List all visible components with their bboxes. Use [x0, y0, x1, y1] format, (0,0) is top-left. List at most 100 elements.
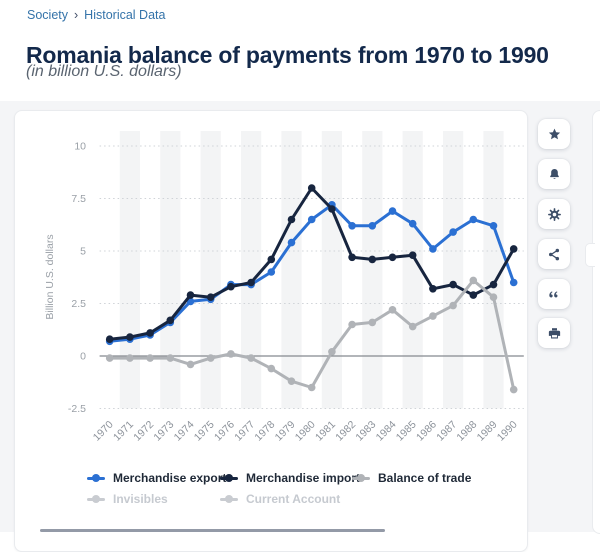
x-tick-label: 1978	[252, 419, 277, 444]
legend-marker-balance	[352, 474, 370, 482]
x-tick-label: 1972	[131, 419, 156, 444]
x-tick-label: 1975	[192, 419, 217, 444]
data-point	[509, 278, 518, 287]
data-point	[146, 329, 154, 337]
data-point	[348, 253, 356, 262]
data-point	[449, 280, 457, 289]
settings-button[interactable]	[538, 199, 570, 229]
breadcrumb: Society › Historical Data	[27, 8, 165, 22]
data-point	[388, 207, 397, 215]
data-point	[247, 278, 255, 287]
star-icon	[548, 128, 560, 139]
x-tick-label: 1979	[273, 419, 298, 444]
legend-item-balance-of-trade[interactable]: Balance of trade	[352, 471, 471, 485]
data-point	[126, 354, 134, 362]
data-point	[449, 301, 457, 310]
data-point	[206, 293, 215, 301]
data-point	[388, 253, 397, 262]
legend-item-merchandise-import[interactable]: Merchandise import	[220, 471, 360, 485]
plot-stripe	[321, 131, 342, 409]
plot-stripe	[160, 131, 181, 409]
data-point	[509, 385, 518, 394]
plot-stripe	[483, 131, 504, 409]
x-tick-label: 1981	[313, 419, 338, 444]
plot-stripe	[402, 131, 423, 409]
data-point	[429, 312, 437, 320]
y-tick-label: -2.5	[68, 403, 86, 415]
data-point	[186, 291, 195, 299]
gear-icon	[547, 207, 561, 221]
breadcrumb-separator: ›	[74, 8, 79, 22]
y-tick-label: 10	[74, 141, 86, 153]
chart-card: 10 7.5 5 2.5 0 -2.5 Billion U.S. dollars 1970 19…	[14, 110, 528, 552]
legend-label: Merchandise import	[246, 471, 361, 485]
data-point	[166, 316, 175, 325]
x-tick-label: 1983	[353, 419, 378, 444]
share-button[interactable]	[538, 239, 570, 269]
legend-label: Merchandise export	[113, 471, 227, 485]
plot-stripe	[443, 131, 464, 409]
y-tick-label: 0	[80, 351, 86, 363]
data-point	[469, 291, 478, 299]
data-point	[408, 251, 417, 259]
data-point	[105, 354, 114, 362]
data-point	[206, 354, 215, 362]
favorite-button[interactable]	[538, 119, 570, 149]
x-tick-label: 1970	[91, 419, 116, 444]
data-point	[348, 222, 356, 230]
breadcrumb-link-society[interactable]: Society	[27, 8, 68, 22]
legend-marker-invisibles	[87, 495, 105, 503]
plot-stripe	[200, 131, 221, 409]
data-point	[247, 354, 255, 362]
data-point	[489, 222, 498, 230]
x-tick-label: 1977	[232, 419, 257, 444]
legend-item-current-account[interactable]: Current Account	[220, 492, 340, 506]
y-tick-label: 2.5	[71, 298, 86, 310]
legend-item-merchandise-export[interactable]: Merchandise export	[87, 471, 226, 485]
data-point	[287, 238, 296, 247]
x-tick-label: 1985	[394, 419, 419, 444]
breadcrumb-link-historical-data[interactable]: Historical Data	[84, 8, 166, 22]
data-point	[489, 293, 498, 301]
data-point	[146, 354, 154, 362]
data-point	[449, 228, 457, 236]
data-point	[388, 306, 397, 314]
data-point	[368, 255, 377, 264]
data-point	[469, 215, 478, 224]
plot-stripe	[362, 131, 383, 409]
plot-stripe	[119, 131, 140, 409]
data-point	[267, 364, 276, 373]
citation-button[interactable]	[538, 279, 570, 309]
page-subtitle: (in billion U.S. dollars)	[26, 63, 182, 80]
right-panel-tab[interactable]	[585, 243, 595, 267]
y-tick-label: 7.5	[71, 193, 86, 205]
plot-stripe	[281, 131, 302, 409]
x-tick-label: 1973	[151, 419, 176, 444]
x-tick-label: 1989	[475, 419, 500, 444]
page-title: Romania balance of payments from 1970 to…	[26, 42, 549, 69]
alerts-button[interactable]	[538, 159, 570, 189]
x-tick-label: 1971	[111, 419, 136, 444]
x-tick-label: 1982	[333, 419, 358, 444]
data-point	[348, 320, 356, 329]
x-tick-label: 1986	[414, 419, 439, 444]
data-point	[489, 280, 498, 289]
x-tick-label: 1980	[293, 419, 318, 444]
x-tick-label: 1984	[374, 419, 399, 444]
print-button[interactable]	[538, 318, 570, 348]
legend-marker-import	[220, 474, 238, 482]
x-tick-label: 1988	[454, 419, 479, 444]
legend-item-invisibles[interactable]: Invisibles	[87, 492, 168, 506]
legend-label: Current Account	[246, 492, 341, 506]
data-point	[267, 255, 276, 264]
data-point	[307, 184, 316, 192]
y-tick-label: 5	[80, 246, 86, 258]
data-point	[408, 219, 417, 228]
data-point	[328, 348, 336, 356]
data-point	[408, 322, 417, 331]
legend-marker-export	[87, 474, 105, 482]
y-axis-title: Billion U.S. dollars	[44, 234, 56, 319]
bell-icon	[549, 168, 559, 179]
data-point	[267, 268, 276, 276]
